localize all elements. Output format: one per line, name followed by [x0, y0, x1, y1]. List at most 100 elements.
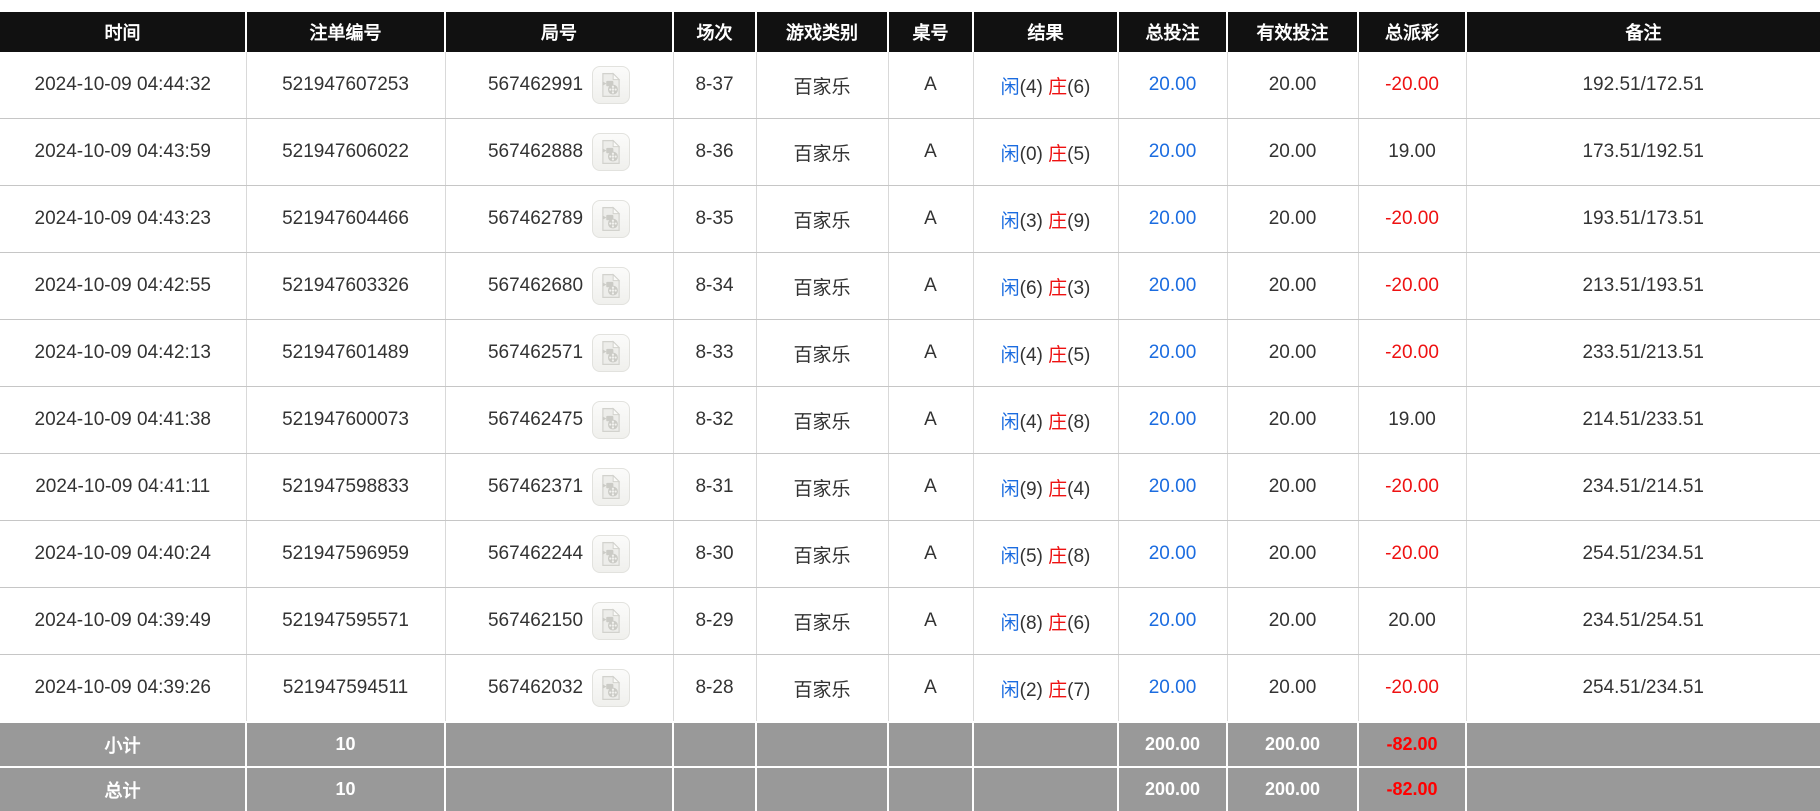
cell-valid-bet: 20.00	[1226, 118, 1358, 186]
cell-remark: 254.51/234.51	[1465, 654, 1820, 723]
cell-game-type: 百家乐	[755, 185, 888, 253]
summary-total-bet: 200.00	[1117, 766, 1227, 811]
summary-empty-table-no	[887, 766, 973, 811]
cell-payout: 20.00	[1357, 587, 1466, 655]
cell-payout: -20.00	[1357, 654, 1466, 723]
cell-session: 8-31	[672, 453, 756, 521]
result-player-label: 闲	[1000, 679, 1020, 701]
cell-session: 8-36	[672, 118, 756, 186]
cell-round-id: 567462789	[444, 185, 673, 253]
cell-session: 8-30	[672, 520, 756, 588]
table-row: 2024-10-09 04:43:23 521947604466 567462789…	[0, 185, 1820, 253]
cell-result: 闲(5) 庄(8)	[972, 520, 1118, 588]
result-banker-score: (9)	[1067, 210, 1091, 232]
cell-valid-bet: 20.00	[1226, 520, 1358, 588]
cell-table-no: A	[887, 520, 973, 588]
result-banker-label: 庄	[1048, 612, 1068, 634]
video-replay-button[interactable]	[592, 133, 631, 171]
video-replay-button[interactable]	[592, 66, 631, 104]
cell-result: 闲(2) 庄(7)	[972, 654, 1118, 723]
round-id-wrap: 567462680	[446, 267, 673, 305]
cell-bet-id: 521947595571	[245, 587, 445, 655]
round-id-wrap: 567462475	[446, 401, 673, 439]
cell-result: 闲(4) 庄(8)	[972, 386, 1118, 454]
result-player-score: (2)	[1019, 679, 1043, 701]
cell-bet-id: 521947596959	[245, 520, 445, 588]
result-player-score: (4)	[1019, 411, 1043, 433]
video-replay-button[interactable]	[592, 200, 631, 238]
cell-remark: 254.51/234.51	[1465, 520, 1820, 588]
cell-result: 闲(9) 庄(4)	[972, 453, 1118, 521]
video-replay-button[interactable]	[592, 535, 631, 573]
round-id-value: 567462244	[487, 543, 584, 564]
cell-game-type: 百家乐	[755, 319, 888, 387]
cell-table-no: A	[887, 52, 973, 119]
summary-valid-bet: 200.00	[1226, 766, 1358, 811]
cell-table-no: A	[887, 118, 973, 186]
cell-session: 8-37	[672, 52, 756, 119]
result-banker-score: (5)	[1067, 143, 1091, 165]
round-id-value: 567462032	[487, 677, 584, 698]
column-header-total-bet: 总投注	[1117, 12, 1227, 52]
cell-payout: -20.00	[1357, 185, 1466, 253]
round-id-wrap: 567462371	[446, 468, 673, 506]
result-player-score: (6)	[1019, 277, 1043, 299]
video-file-icon	[602, 206, 621, 231]
cell-round-id: 567462032	[444, 654, 673, 723]
video-replay-button[interactable]	[592, 669, 631, 707]
result-banker-score: (8)	[1067, 545, 1091, 567]
cell-payout: 19.00	[1357, 118, 1466, 186]
result-banker-score: (4)	[1067, 478, 1091, 500]
result-player-label: 闲	[1000, 545, 1020, 567]
result-banker-score: (3)	[1067, 277, 1091, 299]
round-id-wrap: 567462032	[446, 669, 673, 707]
cell-valid-bet: 20.00	[1226, 52, 1358, 119]
cell-bet-id: 521947607253	[245, 52, 445, 119]
video-file-icon	[602, 139, 621, 164]
table-row: 2024-10-09 04:41:11 521947598833 567462371…	[0, 453, 1820, 521]
column-header-valid-bet: 有效投注	[1226, 12, 1358, 52]
cell-result: 闲(3) 庄(9)	[972, 185, 1118, 253]
cell-table-no: A	[887, 587, 973, 655]
cell-payout: -20.00	[1357, 453, 1466, 521]
column-header-payout: 总派彩	[1357, 12, 1466, 52]
cell-round-id: 567462888	[444, 118, 673, 186]
round-id-wrap: 567462571	[446, 334, 673, 372]
video-replay-button[interactable]	[592, 468, 631, 506]
summary-total-bet: 200.00	[1117, 721, 1227, 767]
summary-row: 总计 10 200.00 200.00 -82.00	[0, 766, 1820, 811]
cell-session: 8-29	[672, 587, 756, 655]
cell-valid-bet: 20.00	[1226, 587, 1358, 655]
cell-game-type: 百家乐	[755, 52, 888, 119]
column-header-round-id: 局号	[444, 12, 673, 52]
video-replay-button[interactable]	[592, 602, 631, 640]
result-player-label: 闲	[1000, 478, 1020, 500]
result-player-score: (3)	[1019, 210, 1043, 232]
result-banker-label: 庄	[1048, 344, 1068, 366]
table-row: 2024-10-09 04:39:49 521947595571 567462150…	[0, 587, 1820, 655]
video-replay-button[interactable]	[592, 401, 631, 439]
column-header-result: 结果	[972, 12, 1118, 52]
summary-count: 10	[245, 766, 445, 811]
cell-game-type: 百家乐	[755, 520, 888, 588]
result-banker-label: 庄	[1048, 76, 1068, 98]
cell-total-bet: 20.00	[1117, 654, 1227, 723]
cell-bet-id: 521947604466	[245, 185, 445, 253]
cell-game-type: 百家乐	[755, 118, 888, 186]
video-replay-button[interactable]	[592, 334, 631, 372]
summary-label: 总计	[0, 766, 246, 811]
summary-empty-session	[672, 721, 756, 767]
cell-time: 2024-10-09 04:39:49	[0, 587, 246, 655]
result-player-score: (4)	[1019, 344, 1043, 366]
cell-time: 2024-10-09 04:41:11	[0, 453, 246, 521]
cell-table-no: A	[887, 453, 973, 521]
video-replay-button[interactable]	[592, 267, 631, 305]
round-id-wrap: 567462244	[446, 535, 673, 573]
result-banker-score: (6)	[1067, 612, 1091, 634]
round-id-value: 567462571	[487, 342, 584, 363]
cell-table-no: A	[887, 654, 973, 723]
cell-total-bet: 20.00	[1117, 52, 1227, 119]
result-player-label: 闲	[1000, 411, 1020, 433]
table-header-row: 时间 注单编号 局号 场次 游戏类别 桌号 结果 总投注 有效投注 总派彩 备注	[0, 12, 1820, 52]
cell-round-id: 567462475	[444, 386, 673, 454]
